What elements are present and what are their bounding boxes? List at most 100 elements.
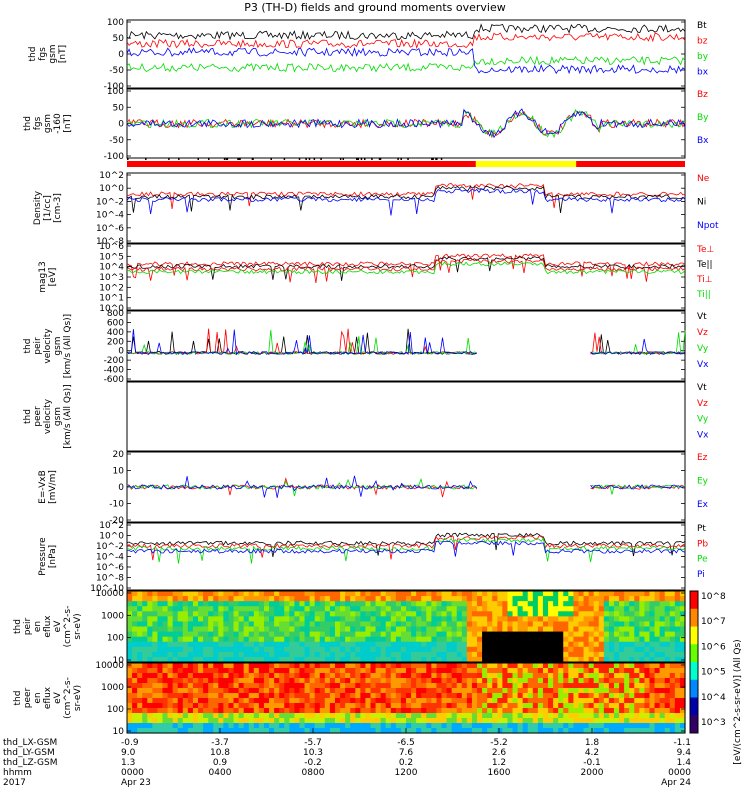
spec-cell <box>345 616 351 623</box>
spec-cell <box>558 708 564 714</box>
spec-cell <box>365 663 372 669</box>
spec-cell <box>198 678 204 684</box>
spec-cell <box>192 728 199 734</box>
colorbar-tick: 10^3 <box>701 718 726 728</box>
spec-cell <box>517 723 524 729</box>
spec-cell <box>629 703 635 709</box>
spec-cell <box>355 673 361 679</box>
spec-cell <box>507 683 514 689</box>
spec-cell <box>395 678 402 684</box>
spec-cell <box>608 678 615 684</box>
spec-cell <box>127 626 133 633</box>
spec-cell <box>649 668 656 674</box>
spec-cell <box>507 728 514 734</box>
spec-cell <box>304 698 311 704</box>
spec-cell <box>679 678 686 684</box>
spec-cell <box>324 596 331 602</box>
spec-cell <box>152 621 159 628</box>
spec-cell <box>548 668 554 674</box>
spec-cell <box>411 601 417 607</box>
spec-cell <box>319 651 326 658</box>
spec-cell <box>360 718 367 724</box>
spec-cell <box>334 718 341 724</box>
spec-cell <box>192 631 199 638</box>
spec-cell <box>548 723 554 729</box>
spec-cell <box>598 641 605 648</box>
y-axis-label: thd <box>23 339 33 354</box>
spec-cell <box>679 631 686 638</box>
spec-cell <box>451 631 458 638</box>
spec-cell <box>603 688 610 694</box>
spec-cell <box>588 723 595 729</box>
spec-cell <box>583 688 590 694</box>
y-axis-label: fgs <box>38 47 48 61</box>
spec-cell <box>167 641 174 648</box>
spec-cell <box>553 668 559 674</box>
spec-cell <box>208 698 214 704</box>
spec-cell <box>400 678 407 684</box>
spec-cell <box>157 693 164 699</box>
spec-cell <box>203 626 209 633</box>
spec-cell <box>198 688 204 694</box>
spec-cell <box>624 663 630 669</box>
tick-label: 0 <box>118 120 124 130</box>
spec-cell <box>659 606 666 612</box>
spec-cell <box>451 641 458 648</box>
spec-cell <box>390 651 397 658</box>
spec-cell <box>299 723 306 729</box>
spec-cell <box>263 678 270 684</box>
spec-cell <box>400 596 407 602</box>
spec-cell <box>314 651 321 658</box>
spec-cell <box>441 606 448 612</box>
spec-cell <box>132 678 138 684</box>
spec-cell <box>563 641 569 648</box>
spec-cell <box>487 703 493 709</box>
spec-cell <box>451 698 458 704</box>
spec-cell <box>477 591 483 597</box>
spec-cell <box>482 668 488 674</box>
spec-cell <box>258 668 265 674</box>
spec-cell <box>532 703 539 709</box>
spec-cell <box>406 626 412 633</box>
x-axis-row-label: thd_LZ-GSM <box>3 758 58 768</box>
spec-cell <box>208 703 214 709</box>
spec-cell <box>517 631 524 638</box>
spec-cell <box>603 713 610 719</box>
spec-cell <box>634 621 640 628</box>
spec-cell <box>578 663 585 669</box>
spec-cell <box>507 708 514 714</box>
spec-cell <box>456 591 463 597</box>
spec-cell <box>365 596 372 602</box>
spec-cell <box>152 601 159 607</box>
spec-cell <box>274 723 280 729</box>
spec-cell <box>187 673 194 679</box>
spec-cell <box>583 651 590 658</box>
spec-cell <box>314 636 321 643</box>
spec-cell <box>162 636 169 643</box>
spec-cell <box>400 728 407 734</box>
spec-cell <box>390 606 397 612</box>
spec-cell <box>289 678 295 684</box>
spec-cell <box>329 678 336 684</box>
spec-cell <box>421 621 427 628</box>
spec-cell <box>152 673 159 679</box>
spec-cell <box>385 708 392 714</box>
spec-cell <box>390 601 397 607</box>
spec-cell <box>659 728 666 734</box>
spec-cell <box>532 678 539 684</box>
legend-Ti⊥: Ti⊥ <box>696 275 713 285</box>
spec-cell <box>147 663 153 669</box>
spec-cell <box>446 718 453 724</box>
spec-cell <box>208 693 214 699</box>
spec-cell <box>669 673 676 679</box>
spec-cell <box>542 723 549 729</box>
spec-cell <box>203 678 209 684</box>
spec-cell <box>558 678 564 684</box>
spec-cell <box>522 713 529 719</box>
tick-label: -20 <box>109 516 124 526</box>
spec-cell <box>558 663 564 669</box>
spec-cell <box>360 611 367 617</box>
spec-cell <box>127 601 133 607</box>
spec-cell <box>674 683 681 689</box>
spec-cell <box>629 621 635 628</box>
